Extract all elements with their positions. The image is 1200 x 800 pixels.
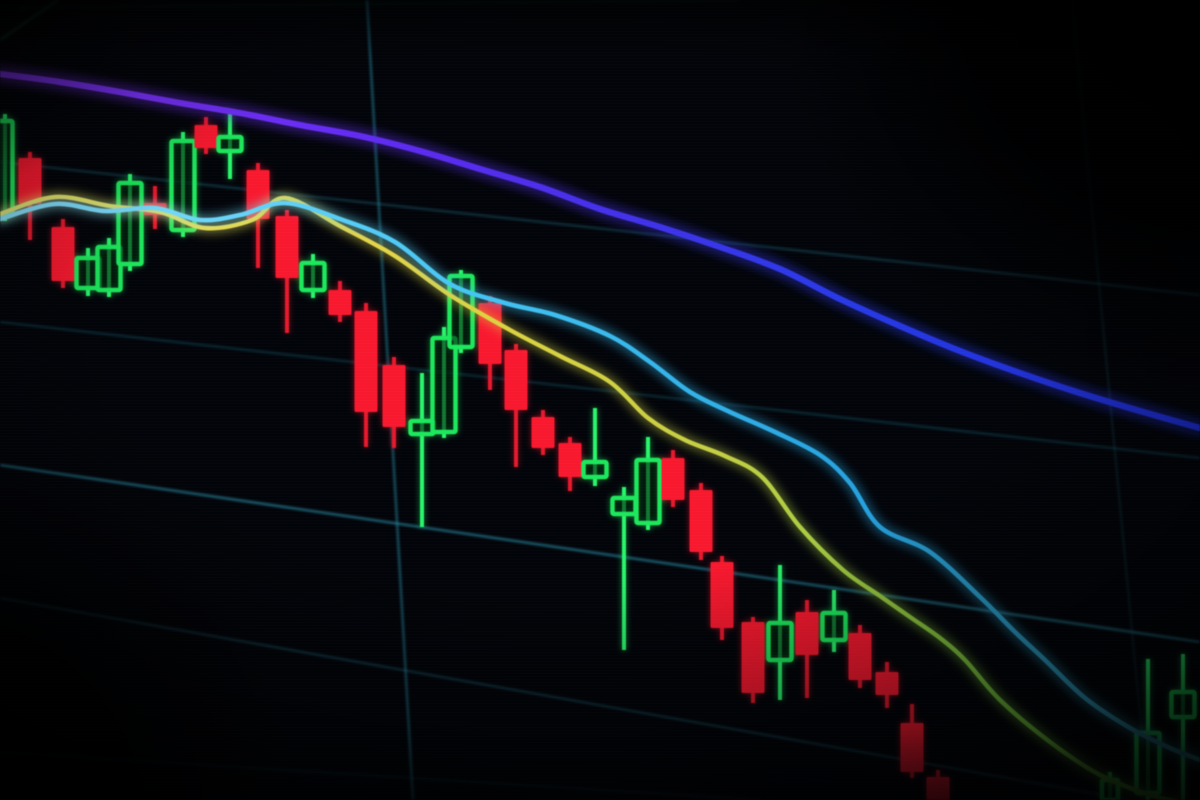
candle-body [0,118,15,218]
candle-body [795,612,819,655]
grid-line [0,321,1200,459]
candle-bullish [581,408,609,486]
candle-body [581,459,609,480]
candle-bullish [408,373,436,527]
ma-fast-yellow [0,190,1186,800]
grid-line [0,751,761,800]
candle-body [875,672,899,695]
candle-body [766,620,794,663]
grid-line [0,463,1200,644]
candle-body [610,495,638,517]
candle-body [926,777,950,800]
candle-body [1169,689,1197,720]
candle-body [710,562,734,628]
candle-body [216,134,244,154]
candle-bullish [820,590,848,652]
candle-body [741,622,765,693]
candle-bearish [382,357,406,448]
candle-body [820,610,848,643]
candle-bearish [741,617,765,703]
candle-bearish [354,303,378,447]
candle-body [116,180,144,267]
candle-body [634,457,662,526]
candle-body [689,490,713,552]
candle-bullish [116,174,144,271]
candle-bearish [689,483,713,560]
candle-bearish [661,450,685,507]
candle-body [661,458,685,500]
ma-mid-cyan-line [0,200,1200,763]
candle-body [900,723,924,772]
candle-bullish [299,254,327,298]
candle-body [430,335,458,435]
candle-bullish [634,437,662,530]
grid-line [0,597,1131,800]
bezel-accent-line [0,0,59,42]
candle-body [354,311,378,412]
candle-bullish [610,487,638,650]
candle-bearish [504,344,528,467]
candle-body [558,443,582,477]
candle-body [328,290,352,315]
candle-bearish [710,556,734,640]
candle-bearish [795,600,819,698]
candle-bullish [1169,654,1197,800]
candle-bearish [194,117,218,154]
candle-body [194,125,218,148]
ma-fast-yellow-glow [0,190,1186,800]
ma-mid-cyan [0,196,1200,767]
candle-body [408,418,436,437]
candle-bearish [328,281,352,322]
candle-body [51,227,75,281]
candle-bullish [766,565,794,700]
candle-bearish [900,704,924,778]
candle-bearish [531,410,555,455]
candle-body [504,350,528,410]
candle-body [382,365,406,427]
candle-body [275,216,299,278]
ma-mid-cyan-glow [0,196,1200,767]
candle-body [299,260,327,293]
candle-bearish [926,770,950,800]
candle-bearish [275,210,299,333]
bezel-accent-line [0,0,741,9]
candle-body [848,633,872,680]
candle-bearish [51,219,75,288]
candle-bearish [875,662,899,708]
candle-bearish [848,625,872,688]
candle-body [531,417,555,448]
candle-bearish [558,437,582,491]
